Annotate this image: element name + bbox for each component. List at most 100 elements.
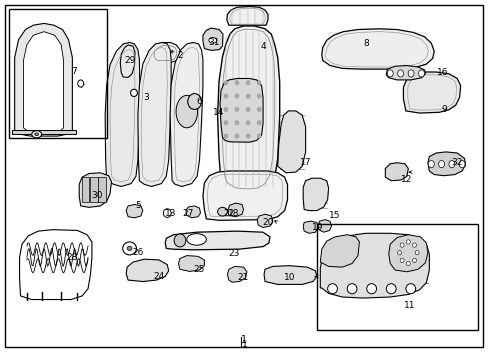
Polygon shape: [321, 29, 433, 69]
Ellipse shape: [414, 251, 418, 255]
Polygon shape: [227, 266, 246, 282]
Text: 2: 2: [177, 51, 183, 60]
Text: 4: 4: [260, 41, 265, 50]
Text: 21: 21: [237, 274, 249, 282]
Polygon shape: [303, 178, 328, 211]
Ellipse shape: [127, 246, 132, 251]
Ellipse shape: [438, 161, 444, 168]
Polygon shape: [126, 204, 142, 218]
Text: 3: 3: [142, 93, 148, 102]
Ellipse shape: [35, 133, 39, 136]
Polygon shape: [386, 66, 425, 80]
Polygon shape: [257, 214, 272, 228]
Text: 8: 8: [362, 40, 368, 49]
Ellipse shape: [406, 261, 409, 266]
Polygon shape: [220, 78, 263, 142]
Polygon shape: [317, 220, 331, 232]
Text: 19: 19: [311, 223, 323, 232]
Ellipse shape: [257, 94, 261, 98]
Ellipse shape: [245, 134, 249, 138]
Text: 14: 14: [213, 108, 224, 117]
Polygon shape: [126, 259, 168, 282]
Text: 32: 32: [450, 158, 462, 167]
Polygon shape: [90, 177, 98, 202]
Polygon shape: [203, 171, 287, 220]
Ellipse shape: [386, 284, 395, 294]
Text: 29: 29: [123, 56, 135, 65]
Ellipse shape: [257, 107, 261, 112]
Text: 22: 22: [223, 209, 234, 217]
Text: 9: 9: [440, 105, 446, 114]
Ellipse shape: [235, 94, 239, 98]
Ellipse shape: [224, 94, 227, 98]
Text: 10: 10: [283, 274, 295, 282]
Ellipse shape: [366, 284, 376, 294]
Text: 12: 12: [400, 175, 412, 184]
Ellipse shape: [427, 161, 433, 168]
Ellipse shape: [346, 284, 356, 294]
Ellipse shape: [217, 207, 227, 216]
Ellipse shape: [176, 95, 197, 128]
Polygon shape: [264, 266, 316, 284]
Ellipse shape: [78, 80, 83, 87]
Ellipse shape: [407, 70, 413, 77]
Ellipse shape: [257, 81, 261, 85]
Polygon shape: [427, 152, 465, 176]
Ellipse shape: [418, 70, 424, 77]
Ellipse shape: [405, 284, 415, 294]
Ellipse shape: [224, 121, 227, 125]
Ellipse shape: [245, 94, 249, 98]
Text: 7: 7: [71, 68, 77, 77]
Ellipse shape: [458, 161, 464, 168]
Polygon shape: [217, 26, 279, 194]
Bar: [9, 9, 106, 138]
Ellipse shape: [386, 70, 392, 77]
Ellipse shape: [399, 243, 403, 247]
Text: 6: 6: [196, 97, 202, 106]
Polygon shape: [165, 231, 269, 250]
Ellipse shape: [187, 94, 201, 109]
Text: 18: 18: [227, 209, 239, 217]
Ellipse shape: [327, 284, 337, 294]
Ellipse shape: [174, 234, 185, 247]
Ellipse shape: [186, 234, 206, 245]
Ellipse shape: [208, 37, 216, 43]
Polygon shape: [98, 177, 105, 202]
Polygon shape: [388, 235, 427, 272]
Ellipse shape: [399, 258, 403, 262]
Ellipse shape: [257, 134, 261, 138]
Text: 24: 24: [153, 272, 164, 281]
Text: 5: 5: [135, 201, 141, 210]
Text: 1: 1: [241, 341, 247, 349]
Ellipse shape: [235, 81, 239, 85]
Bar: [316, 224, 477, 330]
Text: 1: 1: [241, 335, 247, 345]
Polygon shape: [226, 6, 267, 25]
Polygon shape: [23, 32, 63, 132]
Polygon shape: [120, 45, 135, 77]
Ellipse shape: [122, 242, 136, 255]
Polygon shape: [12, 130, 76, 134]
Ellipse shape: [412, 243, 416, 247]
Text: 13: 13: [165, 209, 177, 217]
Polygon shape: [105, 42, 140, 186]
Ellipse shape: [235, 134, 239, 138]
Ellipse shape: [448, 161, 454, 168]
Polygon shape: [403, 72, 460, 113]
Ellipse shape: [412, 258, 416, 262]
Ellipse shape: [224, 107, 227, 112]
Text: 31: 31: [208, 38, 220, 47]
Ellipse shape: [163, 209, 171, 217]
Ellipse shape: [224, 81, 227, 85]
Polygon shape: [178, 256, 204, 271]
Ellipse shape: [224, 134, 227, 138]
Text: 25: 25: [193, 265, 205, 274]
Text: 11: 11: [403, 301, 415, 310]
Polygon shape: [385, 163, 407, 181]
Polygon shape: [170, 42, 203, 186]
Polygon shape: [15, 23, 72, 136]
Text: 26: 26: [132, 248, 143, 257]
Ellipse shape: [406, 240, 409, 244]
Polygon shape: [185, 206, 200, 218]
Ellipse shape: [245, 121, 249, 125]
